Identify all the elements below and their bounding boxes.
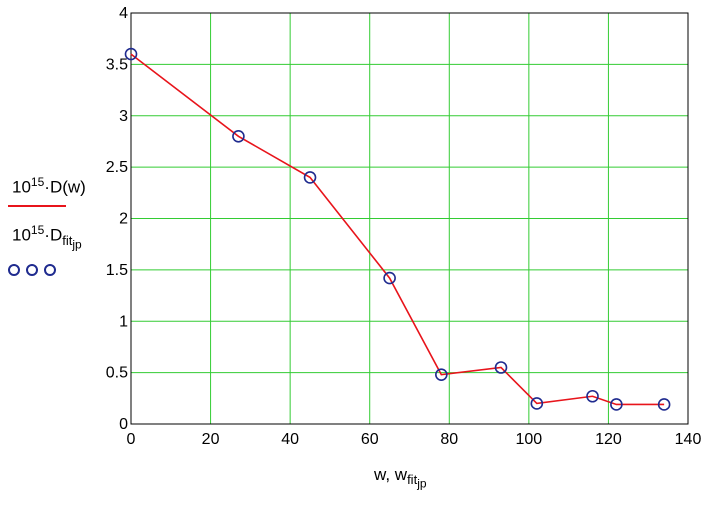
legend-circle [26,264,38,276]
data-point-circle [124,47,138,61]
y-tick-label: 3.5 [106,56,128,73]
plot-frame [130,12,689,425]
x-tick-label: 0 [127,431,136,448]
y-axis-ticks: 0 0.5 1 1.5 2 2.5 3 3.5 4 [106,5,128,433]
y-tick-label: 4 [119,5,128,22]
data-point-circle [530,397,544,410]
data-point-circle [586,389,599,403]
x-tick-label: 120 [595,431,622,448]
x-tick-label: 140 [675,431,702,448]
legend-label-dfit: 1015·Dfitjp [12,223,82,252]
y-tick-label: 0 [119,416,128,433]
legend-blue-circles [8,264,56,276]
data-point-circle [494,361,508,374]
x-axis-ticks: 0 20 40 60 80 100 120 140 [127,431,702,448]
x-axis-label: w, wfitjp [374,465,427,491]
legend-circle [44,264,56,276]
y-tick-label: 1.5 [106,262,128,279]
y-tick-label: 3 [119,108,128,125]
data-point-circle [303,171,317,184]
data-point-circle [232,130,245,143]
series-line-d [130,53,665,406]
data-point-circle [435,368,448,381]
data-point-circle [383,271,396,285]
x-tick-label: 40 [281,431,299,448]
data-series [124,47,671,411]
y-tick-label: 1 [119,313,128,330]
x-tick-label: 80 [440,431,458,448]
legend-red-line [8,205,66,207]
grid-lines [130,12,689,425]
legend-label-d: 1015·D(w) [12,175,86,197]
y-tick-label: 2 [119,211,128,228]
y-tick-label: 0.5 [106,365,128,382]
x-tick-label: 20 [202,431,220,448]
data-point-circle [657,398,671,411]
legend-circle [8,264,20,276]
data-point-circle [610,398,623,411]
x-tick-label: 100 [516,431,543,448]
x-tick-label: 60 [361,431,379,448]
y-tick-label: 2.5 [106,159,128,176]
